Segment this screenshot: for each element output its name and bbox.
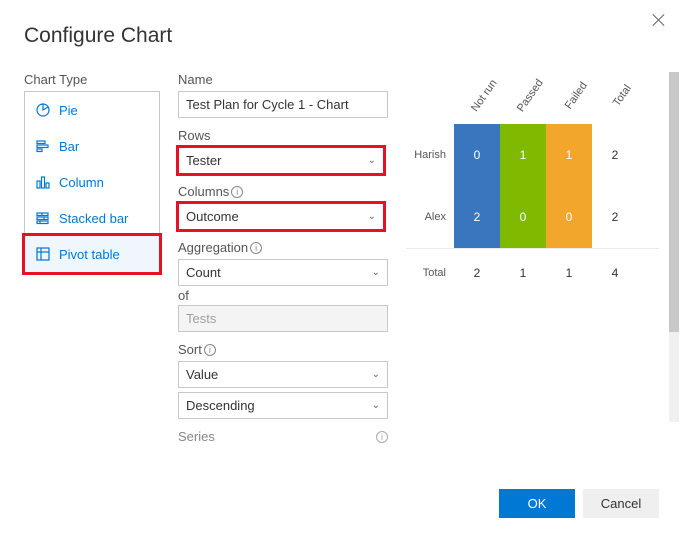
chevron-down-icon: ⌄	[372, 400, 380, 411]
pivot-col-header: Not run	[466, 73, 502, 118]
pivot-total-cell: 1	[500, 249, 546, 297]
pivot-total-cell: 2	[454, 249, 500, 297]
pivot-total-label: Total	[406, 267, 454, 279]
close-icon[interactable]	[651, 12, 667, 28]
name-label: Name	[178, 72, 388, 87]
pivot-row: Alex2002	[406, 186, 659, 248]
pivot-cell: 0	[454, 124, 500, 186]
chevron-down-icon: ⌄	[372, 267, 380, 278]
pivot-total-cell: 1	[546, 249, 592, 297]
series-label: Series	[178, 429, 215, 444]
sort-label: Sort	[178, 342, 202, 357]
bar-icon	[35, 138, 51, 154]
aggregation-select[interactable]: Count ⌄	[178, 259, 388, 286]
columns-label: Columns	[178, 184, 229, 199]
sort-dir-select[interactable]: Descending ⌄	[178, 392, 388, 419]
sort-by-select[interactable]: Value ⌄	[178, 361, 388, 388]
chart-type-label: Stacked bar	[59, 211, 128, 226]
pivot-row: Harish0112	[406, 124, 659, 186]
aggregation-value: Count	[186, 265, 221, 280]
scrollbar[interactable]	[669, 72, 679, 422]
name-input[interactable]	[178, 91, 388, 118]
pie-icon	[35, 102, 51, 118]
dialog-title: Configure Chart	[24, 24, 659, 48]
chart-type-label: Pie	[59, 103, 78, 118]
scrollbar-thumb[interactable]	[669, 72, 679, 332]
sort-dir-value: Descending	[186, 398, 255, 413]
rows-label: Rows	[178, 128, 388, 143]
pivot-cell: 1	[546, 124, 592, 186]
stacked-bar-icon	[35, 210, 51, 226]
pivot-row-label: Alex	[406, 211, 454, 223]
chart-type-label: Chart Type	[24, 72, 160, 87]
chevron-down-icon: ⌄	[368, 155, 376, 166]
chart-type-list: Pie Bar Column Stacked bar Pivot table	[24, 91, 160, 273]
configure-chart-dialog: Configure Chart Chart Type Pie Bar Column S…	[0, 0, 683, 536]
chart-type-pivot-table[interactable]: Pivot table	[25, 236, 159, 272]
chart-type-label: Pivot table	[59, 247, 120, 262]
chevron-down-icon: ⌄	[372, 369, 380, 380]
aggregation-label: Aggregation	[178, 240, 248, 255]
pivot-row-total: 2	[592, 124, 638, 186]
pivot-col-header: Failed	[558, 73, 594, 118]
chart-type-label: Column	[59, 175, 104, 190]
pivot-col-header: Total	[604, 73, 640, 118]
chart-type-stacked-bar[interactable]: Stacked bar	[25, 200, 159, 236]
rows-value: Tester	[186, 153, 221, 168]
info-icon[interactable]: i	[376, 431, 388, 443]
pivot-cell: 0	[546, 186, 592, 248]
of-label: of	[178, 286, 388, 305]
pivot-cell: 0	[500, 186, 546, 248]
info-icon[interactable]: i	[250, 242, 262, 254]
pivot-row-total: 2	[592, 186, 638, 248]
columns-value: Outcome	[186, 209, 239, 224]
chart-type-pie[interactable]: Pie	[25, 92, 159, 128]
chevron-down-icon: ⌄	[368, 211, 376, 222]
pivot-cell: 2	[454, 186, 500, 248]
info-icon[interactable]: i	[231, 186, 243, 198]
column-icon	[35, 174, 51, 190]
cancel-button[interactable]: Cancel	[583, 489, 659, 518]
info-icon[interactable]: i	[204, 344, 216, 356]
pivot-table-icon	[35, 246, 51, 262]
chart-type-bar[interactable]: Bar	[25, 128, 159, 164]
chart-type-label: Bar	[59, 139, 79, 154]
pivot-grand-total: 4	[592, 249, 638, 297]
sort-by-value: Value	[186, 367, 218, 382]
rows-select[interactable]: Tester ⌄	[176, 145, 386, 176]
pivot-row-label: Harish	[406, 149, 454, 161]
pivot-col-header: Passed	[512, 73, 548, 118]
chart-type-column[interactable]: Column	[25, 164, 159, 200]
of-field	[178, 305, 388, 332]
ok-button[interactable]: OK	[499, 489, 575, 518]
pivot-cell: 1	[500, 124, 546, 186]
chart-preview: Not runPassedFailedTotalHarish0112Alex20…	[406, 72, 659, 296]
columns-select[interactable]: Outcome ⌄	[176, 201, 386, 232]
